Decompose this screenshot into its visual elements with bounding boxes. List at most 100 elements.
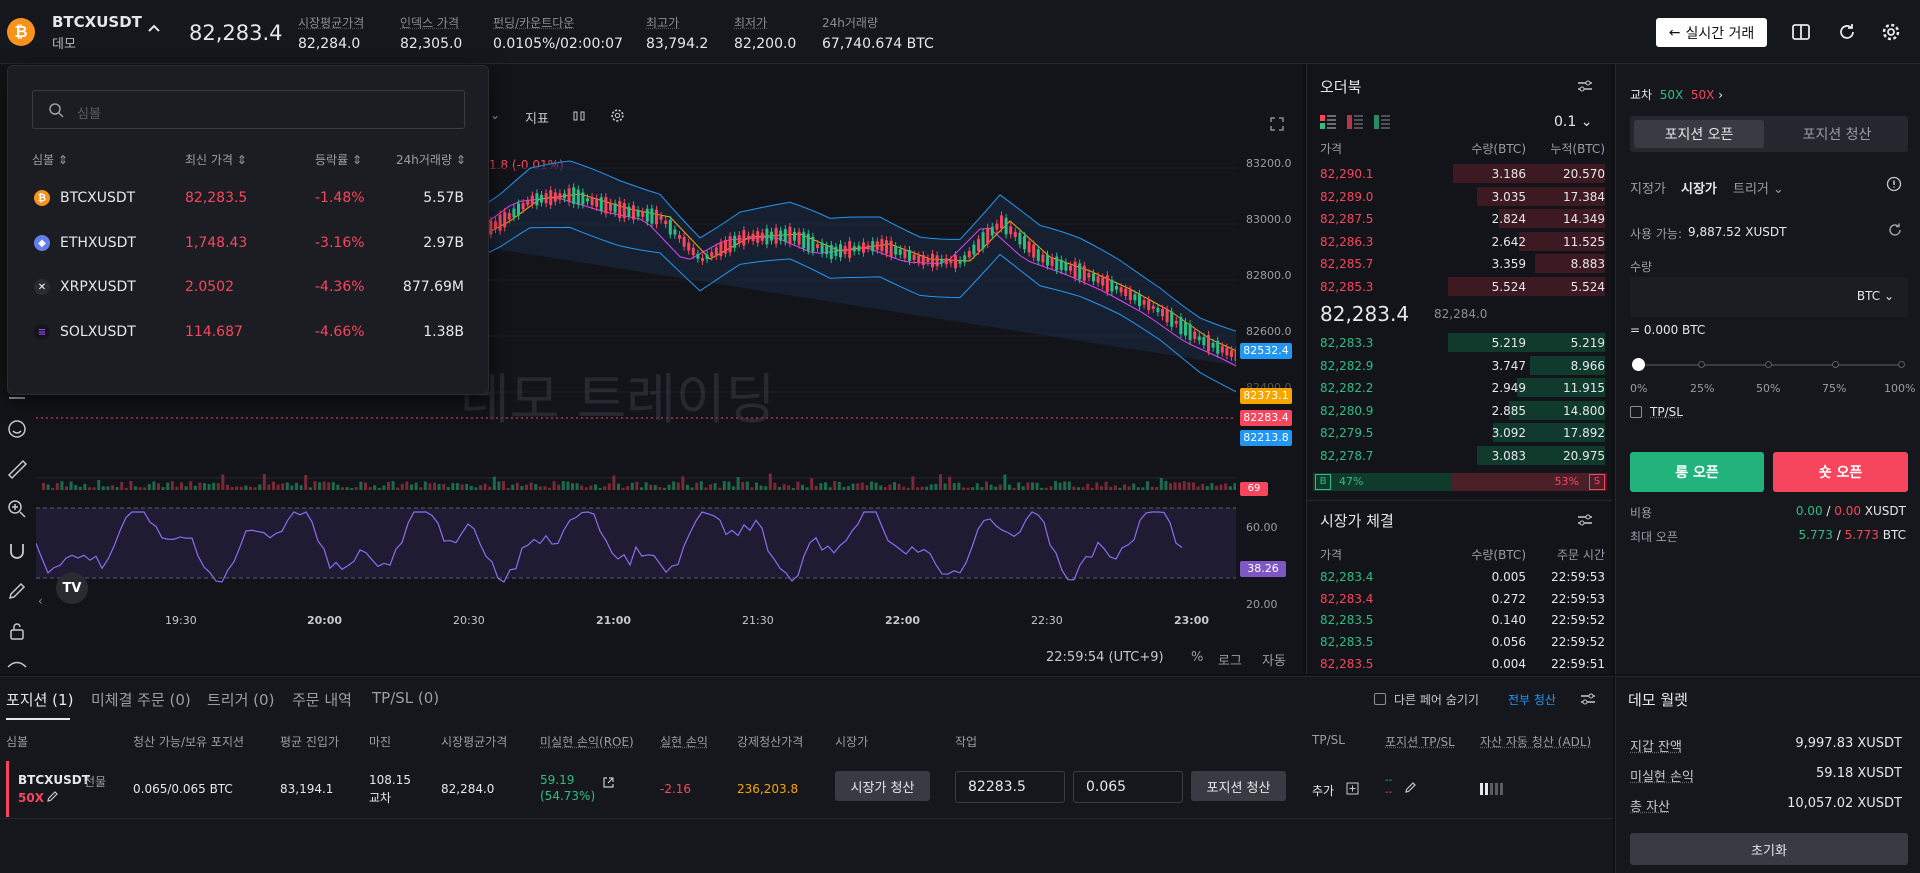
ask-row[interactable]: 82,287.5 2.824 14.349 <box>1320 208 1605 229</box>
tab-open-orders[interactable]: 미체결 주문 (0) <box>91 691 191 709</box>
indicators-button[interactable]: 지표 <box>525 112 549 127</box>
symbol-row[interactable]: ₿ BTCXUSDT 82,283.5 -1.48% 5.57B <box>8 176 488 220</box>
percent-scale-button[interactable]: % <box>1191 650 1204 665</box>
bid-row[interactable]: 82,278.7 3.083 20.975 <box>1320 445 1605 466</box>
search-input[interactable]: 심볼 <box>32 90 465 129</box>
pos-symbol[interactable]: BTCXUSDT <box>18 773 90 787</box>
bid-row[interactable]: 82,282.2 2.949 11.915 <box>1320 377 1605 398</box>
fullscreen-icon[interactable] <box>1270 117 1284 131</box>
ask-row[interactable]: 82,290.1 3.186 20.570 <box>1320 163 1605 184</box>
filter-icon[interactable] <box>1577 513 1593 527</box>
tab-close-position[interactable]: 포지션 청산 <box>1802 127 1872 143</box>
refresh-icon[interactable] <box>1837 22 1857 42</box>
trade-price: 82,283.5 <box>1320 613 1374 628</box>
collapse-arrow-icon[interactable]: ‹ <box>38 594 43 608</box>
ask-row[interactable]: 82,285.7 3.359 8.883 <box>1320 253 1605 274</box>
book-asks-icon[interactable] <box>1347 115 1363 129</box>
margin-mode[interactable]: 교차 50X 50X › <box>1630 88 1723 102</box>
symbol-row[interactable]: ✕ XRPXUSDT 2.0502 -4.36% 877.69M <box>8 265 488 309</box>
price-step-select[interactable]: 0.1 ⌄ <box>1554 114 1593 130</box>
close-all-link[interactable]: 전부 청산 <box>1508 693 1556 707</box>
qty-slider[interactable] <box>1632 358 1905 371</box>
tab-triggers[interactable]: 트리거 (0) <box>207 691 275 709</box>
volume-bar <box>538 486 542 490</box>
book-both-icon[interactable] <box>1320 115 1336 129</box>
col-change[interactable]: 등락률 ⇕ <box>315 153 362 167</box>
ask-row[interactable]: 82,285.3 5.524 5.524 <box>1320 276 1605 297</box>
eye-icon[interactable] <box>6 660 28 674</box>
bid-row[interactable]: 82,279.5 3.092 17.892 <box>1320 422 1605 443</box>
bid-row[interactable]: 82,282.9 3.747 8.966 <box>1320 355 1605 376</box>
col-volume[interactable]: 24h거래량 ⇕ <box>396 153 466 167</box>
tpsl-checkbox[interactable] <box>1630 406 1642 418</box>
depth-bar <box>1499 209 1605 228</box>
emoji-icon[interactable] <box>6 418 28 440</box>
ob-total: 14.349 <box>1563 212 1605 226</box>
live-trade-button[interactable]: ← 실시간 거래 <box>1656 18 1767 47</box>
tab-open-position[interactable]: 포지션 오픈 <box>1634 120 1764 148</box>
ob-col-price: 가격 <box>1320 142 1343 156</box>
volume-bar <box>975 483 979 490</box>
fee-label: 비용 <box>1630 506 1653 520</box>
book-bids-icon[interactable] <box>1374 115 1390 129</box>
order-type-market[interactable]: 시장가 <box>1681 182 1717 197</box>
slider-thumb[interactable] <box>1632 358 1645 371</box>
order-type-trigger[interactable]: 트리거 ⌄ <box>1733 182 1784 197</box>
log-scale-button[interactable]: 로그 <box>1218 654 1242 669</box>
qty-input[interactable]: BTC ⌄ <box>1630 277 1908 317</box>
refresh-icon[interactable] <box>1887 222 1903 238</box>
order-type-limit[interactable]: 지정가 <box>1630 182 1666 197</box>
depth-bar <box>1493 423 1605 442</box>
edit-icon[interactable] <box>1404 781 1417 794</box>
col-symbol[interactable]: 심볼 ⇕ <box>32 153 68 167</box>
filter-icon[interactable] <box>1577 79 1593 93</box>
ruler-icon[interactable] <box>6 458 28 480</box>
ask-row[interactable]: 82,286.3 2.642 11.525 <box>1320 231 1605 252</box>
volume-bar <box>1150 486 1154 490</box>
short-open-button[interactable]: 숏 오픈 <box>1773 452 1908 492</box>
layout-icon[interactable] <box>1791 22 1811 42</box>
bid-row[interactable]: 82,283.3 5.219 5.219 <box>1320 332 1605 353</box>
close-qty-input[interactable]: 0.065 <box>1073 771 1183 803</box>
qty-unit-select[interactable]: BTC ⌄ <box>1856 289 1894 303</box>
edit-icon[interactable] <box>46 790 59 803</box>
tab-order-history[interactable]: 주문 내역 <box>292 691 352 709</box>
volume-bar <box>1178 482 1182 490</box>
tab-positions[interactable]: 포지션 (1) <box>6 691 74 709</box>
auto-scale-button[interactable]: 자동 <box>1262 654 1286 669</box>
symbol-row[interactable]: ◆ ETHXUSDT 1,748.43 -3.16% 2.97B <box>8 221 488 265</box>
compare-icon[interactable] <box>572 109 586 123</box>
settings-icon[interactable] <box>610 108 625 123</box>
hide-others-checkbox[interactable] <box>1374 693 1386 705</box>
tpsl-add-label[interactable]: 추가 <box>1312 784 1335 798</box>
position-close-button[interactable]: 포지션 청산 <box>1191 771 1286 801</box>
bid-row[interactable]: 82,280.9 2.885 14.800 <box>1320 400 1605 421</box>
col-price[interactable]: 최신 가격 ⇕ <box>185 153 247 167</box>
pencil-lock-icon[interactable] <box>6 580 28 602</box>
plus-square-icon[interactable] <box>1346 782 1359 795</box>
symbol-row[interactable]: ≡ SOLXUSDT 114.687 -4.66% 1.38B <box>8 310 488 354</box>
tab-tpsl[interactable]: TP/SL (0) <box>372 689 440 707</box>
volume-bar <box>272 481 275 490</box>
ob-qty: 3.083 <box>1491 448 1526 463</box>
time-tick: 20:30 <box>453 614 485 627</box>
zoom-in-icon[interactable] <box>6 498 28 520</box>
reset-button[interactable]: 초기화 <box>1630 833 1908 865</box>
lock-icon[interactable] <box>6 620 28 642</box>
chevron-icon[interactable]: ⌄ <box>490 108 501 122</box>
top-bar: ₿ BTCXUSDT 데모 82,283.4 시장평균가격 82,284.0 인덱… <box>0 0 1920 64</box>
magnet-icon[interactable] <box>6 540 28 562</box>
info-icon[interactable] <box>1886 176 1902 192</box>
symbol-name[interactable]: BTCXUSDT <box>52 13 142 31</box>
gear-icon[interactable] <box>1881 22 1901 42</box>
market-close-button[interactable]: 시장가 청산 <box>835 771 930 801</box>
close-price-input[interactable]: 82283.5 <box>955 771 1065 803</box>
share-icon[interactable] <box>602 776 615 789</box>
chevron-up-icon[interactable] <box>146 20 162 36</box>
price-chart[interactable] <box>36 140 1236 630</box>
filter-icon[interactable] <box>1580 692 1596 706</box>
ask-row[interactable]: 82,289.0 3.035 17.384 <box>1320 186 1605 207</box>
bitcoin-icon: ₿ <box>7 18 35 46</box>
long-open-button[interactable]: 롱 오픈 <box>1630 452 1764 492</box>
volume-bar <box>322 481 326 490</box>
